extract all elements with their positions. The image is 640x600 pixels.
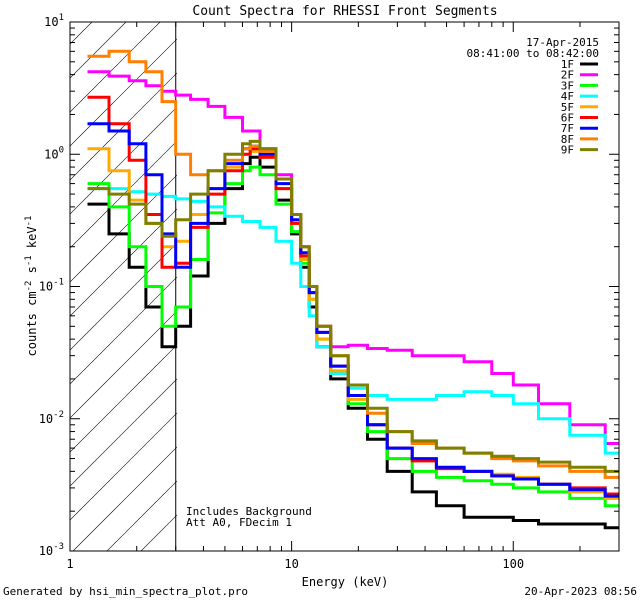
x-tick-label: 100 — [502, 557, 524, 571]
y-tick-base: 10 — [44, 15, 58, 29]
y-label-exp3: -1 — [24, 216, 34, 227]
legend-label-8F: 8F — [561, 133, 574, 146]
y-tick-exp: -2 — [53, 410, 64, 420]
y-tick-label: 10-1 — [39, 278, 64, 294]
y-tick-base: 10 — [39, 412, 53, 426]
series-6F-line — [87, 95, 619, 496]
x-tick-label: 1 — [66, 557, 73, 571]
legend-date: 17-Apr-2015 — [526, 36, 599, 49]
below-threshold-hatch — [70, 22, 177, 551]
y-tick-exp: 1 — [59, 13, 64, 23]
series-1F-line — [87, 155, 619, 530]
x-axis-ticks: 1 10 100 — [66, 22, 620, 571]
annotation-background: Includes Background — [186, 505, 312, 518]
y-label-exp2: -1 — [24, 255, 34, 266]
series-4F-line — [87, 187, 619, 455]
legend-label-4F: 4F — [561, 90, 574, 103]
y-tick-exp: -3 — [53, 542, 64, 552]
y-tick-exp: 0 — [59, 145, 64, 155]
legend-label-3F: 3F — [561, 79, 574, 92]
series-group — [87, 49, 619, 530]
series-7F-line — [87, 122, 619, 498]
y-tick-base: 10 — [39, 280, 53, 294]
footer-timestamp: 20-Apr-2023 08:56 — [524, 585, 637, 598]
legend-label-5F: 5F — [561, 101, 574, 114]
hatch-line — [140, 514, 177, 551]
y-tick-label: 10-3 — [39, 542, 64, 558]
y-tick-label: 101 — [44, 13, 64, 29]
legend: 17-Apr-2015 08:41:00 to 08:42:00 1F2F3F4… — [467, 36, 599, 157]
hatch-line — [72, 446, 177, 551]
y-label-end: keV — [25, 226, 39, 255]
legend-label-6F: 6F — [561, 112, 574, 125]
legend-label-2F: 2F — [561, 69, 574, 82]
legend-label-9F: 9F — [561, 144, 574, 157]
footer-generated-by: Generated by hsi_min_spectra_plot.pro — [3, 585, 248, 598]
y-tick-base: 10 — [44, 147, 58, 161]
legend-time: 08:41:00 to 08:42:00 — [467, 47, 599, 60]
series-5F-line — [87, 147, 619, 500]
y-axis-label: counts cm-2 s-1 keV-1 — [24, 216, 39, 357]
hatch-line — [70, 72, 177, 181]
series-9F-line — [87, 139, 619, 473]
y-tick-base: 10 — [39, 544, 53, 558]
legend-label-1F: 1F — [561, 58, 574, 71]
hatch-line — [70, 310, 177, 419]
series-3F-line — [87, 165, 619, 508]
hatch-line — [70, 106, 177, 215]
y-tick-exp: -1 — [53, 278, 64, 288]
hatch-line — [70, 412, 177, 521]
annotation-attenuator: Att A0, FDecim 1 — [186, 516, 292, 529]
y-tick-label: 10-2 — [39, 410, 64, 426]
x-axis-label: Energy (keV) — [302, 575, 389, 589]
chart-title: Count Spectra for RHESSI Front Segments — [192, 4, 497, 19]
y-label-exp1: -2 — [24, 281, 34, 292]
hatch-line — [106, 480, 177, 551]
x-tick-label: 10 — [284, 557, 298, 571]
y-tick-label: 100 — [44, 145, 64, 161]
legend-label-7F: 7F — [561, 122, 574, 135]
y-label-mid: s — [25, 266, 39, 280]
y-label-main: counts cm — [25, 291, 39, 356]
